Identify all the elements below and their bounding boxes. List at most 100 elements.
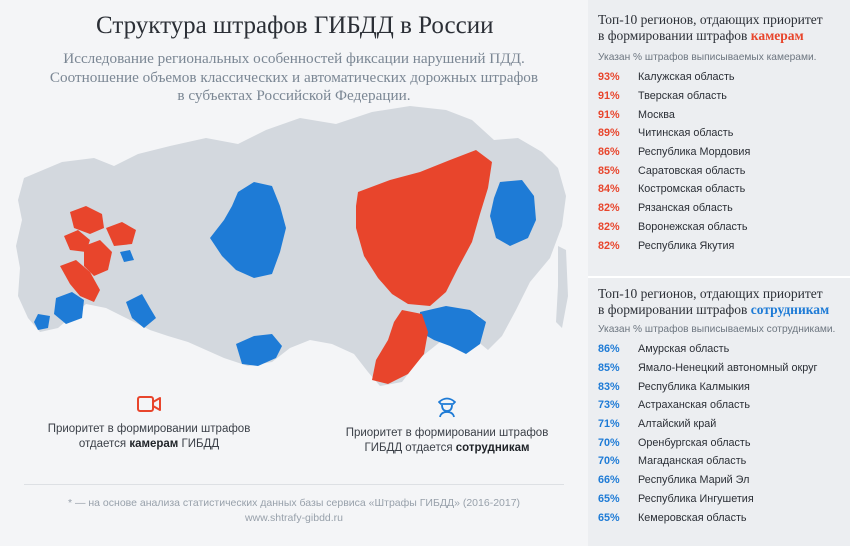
video-camera-icon xyxy=(137,396,161,412)
footnote-source: * — на основе анализа статистических дан… xyxy=(67,497,521,509)
rank-region: Республика Ингушетия xyxy=(638,492,754,505)
rank-region: Кемеровская область xyxy=(638,511,747,524)
rank-region: Астраханская область xyxy=(638,399,750,412)
footer-divider xyxy=(24,484,564,485)
subtitle-line: Соотношение объемов классических и автом… xyxy=(49,68,539,86)
officers-title-line1: Топ-10 регионов, отдающих приоритет xyxy=(598,286,823,301)
region-amur xyxy=(420,306,486,354)
rank-row: 70% Оренбургская область xyxy=(598,433,848,452)
rank-region: Республика Калмыкия xyxy=(638,380,750,393)
rank-row: 66% Республика Марий Эл xyxy=(598,471,848,490)
cameras-top10-title: Топ-10 регионов, отдающих приоритет в фо… xyxy=(598,12,848,44)
region-yakutia xyxy=(356,150,492,306)
officers-top10-note: Указан % штрафов выписываемых сотрудника… xyxy=(598,324,836,335)
legend-cameras-prefix: отдается xyxy=(78,438,130,450)
region-magadan xyxy=(490,180,536,246)
region-kaluga-moscow xyxy=(64,230,90,252)
rank-percent: 82% xyxy=(598,202,620,215)
cameras-title-line2: в формировании штрафов камерам xyxy=(598,28,848,44)
rank-percent: 86% xyxy=(598,343,620,356)
footnote-url: www.shtrafy-gibdd.ru xyxy=(244,512,344,524)
rank-region: Воронежская область xyxy=(638,220,748,233)
traffic-officer-icon xyxy=(438,397,456,418)
rank-region: Москва xyxy=(638,108,675,121)
rank-row: 86% Республика Мордовия xyxy=(598,143,848,162)
cameras-title-accent: камерам xyxy=(750,28,804,43)
cameras-title-line1: Топ-10 регионов, отдающих приоритет xyxy=(598,12,823,27)
legend-cameras-bold: камерам xyxy=(129,438,179,450)
rank-percent: 73% xyxy=(598,399,620,412)
rank-region: Читинская область xyxy=(638,127,734,140)
rank-region: Рязанская область xyxy=(638,202,733,215)
cameras-title-prefix: в формировании штрафов xyxy=(598,28,751,43)
rank-row: 85% Ямало-Ненецкий автономный округ xyxy=(598,359,848,378)
officers-title-prefix: в формировании штрафов xyxy=(598,302,751,317)
rank-region: Тверская область xyxy=(638,90,727,103)
rank-percent: 91% xyxy=(598,108,620,121)
rank-percent: 65% xyxy=(598,511,620,524)
legend-cameras-line1: Приоритет в формировании штрафов xyxy=(47,423,251,435)
rank-region: Оренбургская область xyxy=(638,436,751,449)
legend-officers: Приоритет в формировании штрафов ГИБДД о… xyxy=(332,394,562,456)
rank-percent: 84% xyxy=(598,183,620,196)
sakhalin-island xyxy=(556,246,568,328)
rank-region: Калужская область xyxy=(638,71,735,84)
legend-cameras-line2: отдается камерам ГИБДД xyxy=(34,437,264,452)
rank-row: 89% Читинская область xyxy=(598,124,848,143)
region-chita xyxy=(372,310,428,384)
region-voronezh xyxy=(60,260,100,302)
legend-cameras-suffix: ГИБДД xyxy=(178,438,220,450)
rank-row: 65% Кемеровская область xyxy=(598,508,848,527)
rank-row: 91% Тверская область xyxy=(598,87,848,106)
legend-cameras-text: Приоритет в формировании штрафов отдаетс… xyxy=(34,422,264,452)
rank-row: 71% Алтайский край xyxy=(598,415,848,434)
cameras-top10-note: Указан % штрафов выписываемых камерами. xyxy=(598,52,817,63)
legend-officers-line2: ГИБДД отдается сотрудникам xyxy=(332,441,562,456)
rank-row: 84% Костромская область xyxy=(598,180,848,199)
page-subtitle: Исследование региональных особенностей ф… xyxy=(28,50,560,106)
region-ryazan-mordovia xyxy=(106,222,136,246)
rank-percent: 70% xyxy=(598,436,620,449)
russia-map xyxy=(16,106,568,386)
rank-row: 82% Рязанская область xyxy=(598,199,848,218)
camera-regions xyxy=(60,150,492,384)
rank-row: 83% Республика Калмыкия xyxy=(598,377,848,396)
region-astrakhan-kalmykia xyxy=(54,292,84,324)
rank-region: Алтайский край xyxy=(638,418,717,431)
legend-officers-bold: сотрудникам xyxy=(455,442,530,454)
rank-percent: 83% xyxy=(598,380,620,393)
subtitle-line: Исследование региональных особенностей ф… xyxy=(63,50,525,67)
rank-row: 82% Воронежская область xyxy=(598,218,848,237)
rank-region: Саратовская область xyxy=(638,164,746,177)
rank-row: 65% Республика Ингушетия xyxy=(598,490,848,509)
officers-title-line2: в формировании штрафов сотрудникам xyxy=(598,302,848,318)
rank-percent: 82% xyxy=(598,220,620,233)
region-yamal xyxy=(210,182,286,278)
rank-row: 93% Калужская область xyxy=(598,68,848,87)
rank-percent: 86% xyxy=(598,146,620,159)
rank-row: 85% Саратовская область xyxy=(598,161,848,180)
region-tver-kostroma xyxy=(70,206,104,234)
officers-top10-title: Топ-10 регионов, отдающих приоритет в фо… xyxy=(598,286,848,318)
rank-region: Республика Марий Эл xyxy=(638,474,750,487)
rank-region: Республика Мордовия xyxy=(638,146,751,159)
rank-row: 82% Республика Якутия xyxy=(598,236,848,255)
rank-row: 86% Амурская область xyxy=(598,340,848,359)
rank-percent: 91% xyxy=(598,90,620,103)
rank-percent: 82% xyxy=(598,239,620,252)
subtitle-line: в субъектах Российской Федерации. xyxy=(177,87,411,104)
kaliningrad-exclave xyxy=(24,296,38,306)
rank-percent: 85% xyxy=(598,164,620,177)
rank-region: Амурская область xyxy=(638,343,730,356)
officers-top10-list: 86% Амурская область 85% Ямало-Ненецкий авт… xyxy=(598,340,848,527)
legend-officers-prefix: ГИБДД отдается xyxy=(364,442,456,454)
page-title: Структура штрафов ГИБДД в России xyxy=(96,12,494,39)
panel-separator xyxy=(588,276,850,278)
legend-cameras: Приоритет в формировании штрафов отдаетс… xyxy=(34,394,264,452)
rank-row: 91% Москва xyxy=(598,105,848,124)
legend-officers-line1: Приоритет в формировании штрафов xyxy=(345,427,549,439)
rank-percent: 85% xyxy=(598,362,620,375)
cameras-top10-list: 93% Калужская область 91% Тверская область 9… xyxy=(598,68,848,255)
rank-region: Республика Якутия xyxy=(638,239,735,252)
officer-regions xyxy=(34,180,536,366)
